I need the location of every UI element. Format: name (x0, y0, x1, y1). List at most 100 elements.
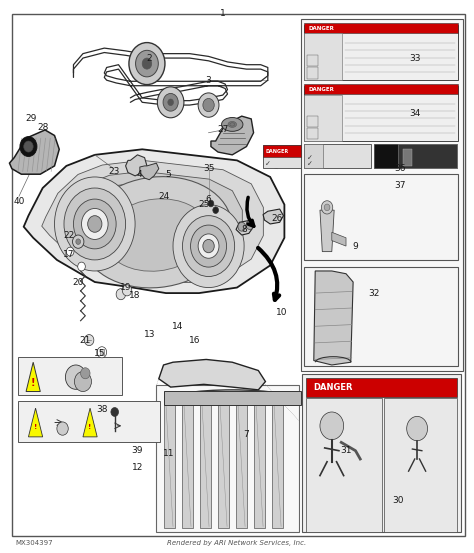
Text: 7: 7 (244, 430, 249, 439)
Circle shape (157, 87, 184, 118)
Text: 25: 25 (198, 200, 210, 209)
Circle shape (246, 221, 254, 229)
Circle shape (84, 335, 94, 346)
Polygon shape (211, 116, 254, 155)
Text: 14: 14 (172, 322, 183, 331)
Text: 16: 16 (189, 336, 200, 345)
Text: 31: 31 (340, 446, 352, 455)
Circle shape (64, 188, 126, 260)
Bar (304, 25, 458, 80)
Bar (301, 19, 463, 371)
Circle shape (182, 216, 235, 276)
Text: MX304397: MX304397 (16, 540, 53, 546)
Circle shape (65, 365, 86, 389)
Bar (304, 33, 342, 80)
Text: 5: 5 (165, 170, 171, 179)
Bar (304, 84, 458, 94)
Bar (263, 145, 301, 168)
Bar (307, 116, 318, 127)
Circle shape (324, 204, 330, 211)
Text: DANGER: DANGER (313, 383, 352, 392)
Text: 24: 24 (158, 192, 169, 201)
Bar (218, 401, 229, 528)
Bar (164, 401, 175, 528)
Text: 6: 6 (206, 195, 211, 204)
Text: 2: 2 (146, 54, 152, 62)
Text: 39: 39 (132, 446, 143, 455)
Text: 17: 17 (63, 250, 74, 259)
Text: 37: 37 (395, 181, 406, 190)
Text: 34: 34 (409, 109, 420, 118)
Circle shape (407, 416, 428, 441)
Text: 23: 23 (108, 167, 119, 176)
Bar (272, 401, 283, 528)
Ellipse shape (230, 123, 235, 126)
Bar (304, 95, 342, 141)
Text: 27: 27 (217, 126, 228, 134)
Text: 30: 30 (392, 496, 404, 505)
Circle shape (213, 207, 219, 213)
Text: 9: 9 (353, 242, 358, 251)
Polygon shape (83, 408, 97, 437)
Circle shape (136, 50, 158, 77)
Text: 20: 20 (73, 278, 84, 286)
Ellipse shape (228, 122, 237, 127)
Circle shape (191, 225, 227, 267)
Circle shape (88, 216, 102, 232)
Circle shape (142, 58, 152, 69)
Circle shape (129, 43, 165, 85)
Text: 15: 15 (94, 349, 105, 358)
Circle shape (203, 239, 214, 253)
Text: !: ! (89, 424, 91, 430)
Text: DANGER: DANGER (308, 26, 334, 32)
Text: 28: 28 (37, 123, 48, 132)
Circle shape (78, 262, 85, 271)
Bar (263, 145, 301, 157)
Text: 32: 32 (369, 289, 380, 298)
Text: ✓: ✓ (265, 161, 271, 167)
Polygon shape (9, 130, 59, 174)
Text: 8: 8 (241, 225, 247, 234)
Text: Rendered by ARI Network Services, Inc.: Rendered by ARI Network Services, Inc. (167, 540, 307, 546)
Circle shape (168, 99, 173, 106)
Text: 4: 4 (137, 170, 143, 179)
Circle shape (24, 141, 33, 152)
Bar (236, 401, 247, 528)
Bar (182, 401, 193, 528)
Polygon shape (42, 160, 264, 283)
Bar (156, 385, 299, 532)
Bar (100, 349, 104, 355)
Bar (304, 23, 458, 33)
Bar (398, 144, 457, 168)
Bar (403, 149, 412, 166)
Circle shape (321, 201, 333, 214)
Circle shape (203, 98, 214, 112)
Bar (304, 86, 458, 141)
Circle shape (208, 200, 214, 207)
Bar (18, 357, 122, 395)
Text: 3: 3 (206, 76, 211, 85)
Circle shape (76, 239, 81, 244)
Text: 1: 1 (220, 9, 226, 18)
Circle shape (116, 289, 126, 300)
Polygon shape (320, 210, 334, 252)
Text: !: ! (31, 378, 36, 388)
Bar (304, 144, 323, 168)
Circle shape (73, 235, 84, 248)
Text: ✓: ✓ (307, 161, 313, 167)
Circle shape (173, 205, 244, 288)
Polygon shape (332, 232, 346, 246)
Bar (254, 401, 265, 528)
Text: 29: 29 (25, 114, 36, 123)
Polygon shape (126, 155, 147, 176)
Circle shape (74, 372, 91, 392)
Text: 11: 11 (163, 449, 174, 458)
Circle shape (66, 247, 74, 256)
Polygon shape (28, 408, 43, 437)
Ellipse shape (104, 199, 209, 271)
Circle shape (122, 285, 132, 296)
Polygon shape (78, 182, 221, 262)
Text: 35: 35 (203, 164, 214, 173)
Bar (306, 378, 457, 397)
Bar (307, 55, 318, 66)
